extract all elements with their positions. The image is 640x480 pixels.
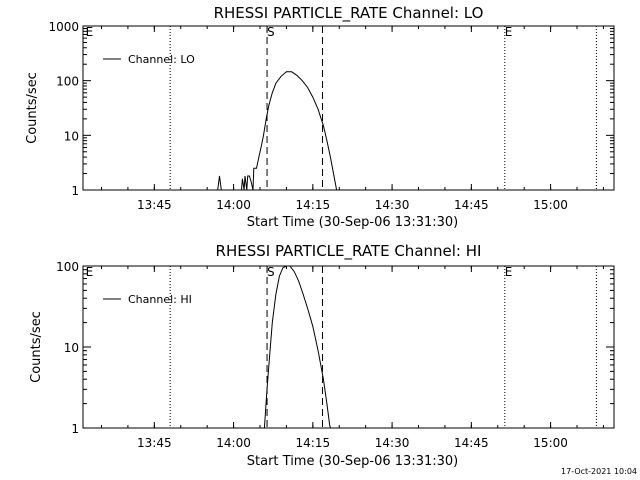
legend-label: Channel: LO (128, 53, 195, 66)
y-tick-label: 100 (56, 75, 79, 89)
event-marker-label: S (267, 25, 275, 39)
legend-label: Channel: HI (128, 293, 192, 306)
plot-frame (82, 265, 615, 429)
x-tick-label: 14:00 (216, 436, 251, 450)
plot-lo: RHESSI PARTICLE_RATE Channel: LO 13:45 14:… (25, 4, 615, 230)
footer-timestamp: 17-Oct-2021 10:04 (561, 467, 637, 476)
x-tick-label: 15:00 (533, 436, 568, 450)
x-tick-label: 14:00 (216, 198, 251, 212)
y-tick-label: 1 (71, 422, 79, 436)
series-line (217, 71, 338, 191)
y-tick-label: 100 (56, 260, 79, 274)
x-tick-label: 14:45 (454, 198, 489, 212)
x-tick-label: 13:45 (137, 198, 172, 212)
x-tick-label: 14:45 (454, 436, 489, 450)
y-tick-label: 10 (64, 341, 79, 355)
x-tick-label: 13:45 (137, 436, 172, 450)
x-tick-label: 14:15 (296, 436, 331, 450)
y-tick-label: 1000 (48, 20, 79, 34)
x-tick-label: 14:30 (375, 436, 410, 450)
plot-title: RHESSI PARTICLE_RATE Channel: LO (214, 4, 484, 23)
y-tick-label: 1 (71, 184, 79, 198)
event-marker-label: E (86, 25, 94, 39)
x-tick-label: 14:15 (296, 198, 331, 212)
event-marker-label: S (267, 265, 275, 279)
y-axis-label: Counts/sec (25, 72, 40, 144)
x-axis-label: Start Time (30-Sep-06 13:31:30) (247, 454, 458, 469)
plot-title: RHESSI PARTICLE_RATE Channel: HI (216, 242, 482, 261)
x-tick-label: 15:00 (533, 198, 568, 212)
y-tick-label: 10 (64, 129, 79, 143)
x-axis-label: Start Time (30-Sep-06 13:31:30) (247, 215, 458, 230)
series-line (263, 265, 331, 429)
y-axis-label: Counts/sec (29, 311, 44, 383)
event-marker-label: E (505, 265, 513, 279)
event-marker-label: E (505, 25, 513, 39)
x-tick-label: 14:30 (375, 198, 410, 212)
plot-hi: RHESSI PARTICLE_RATE Channel: HI 13:45 14:… (29, 242, 615, 469)
plot-frame (82, 25, 615, 191)
event-marker-label: E (86, 265, 94, 279)
